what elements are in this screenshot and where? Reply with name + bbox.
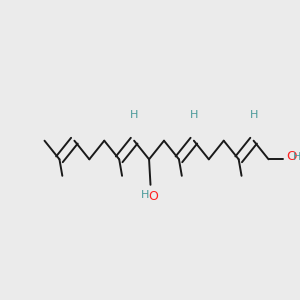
Text: H: H bbox=[249, 110, 258, 120]
Text: O: O bbox=[286, 150, 296, 164]
Text: H: H bbox=[190, 110, 198, 120]
Text: H: H bbox=[130, 110, 138, 120]
Text: O: O bbox=[148, 190, 158, 203]
Text: H: H bbox=[141, 190, 149, 200]
Text: H: H bbox=[293, 152, 300, 162]
